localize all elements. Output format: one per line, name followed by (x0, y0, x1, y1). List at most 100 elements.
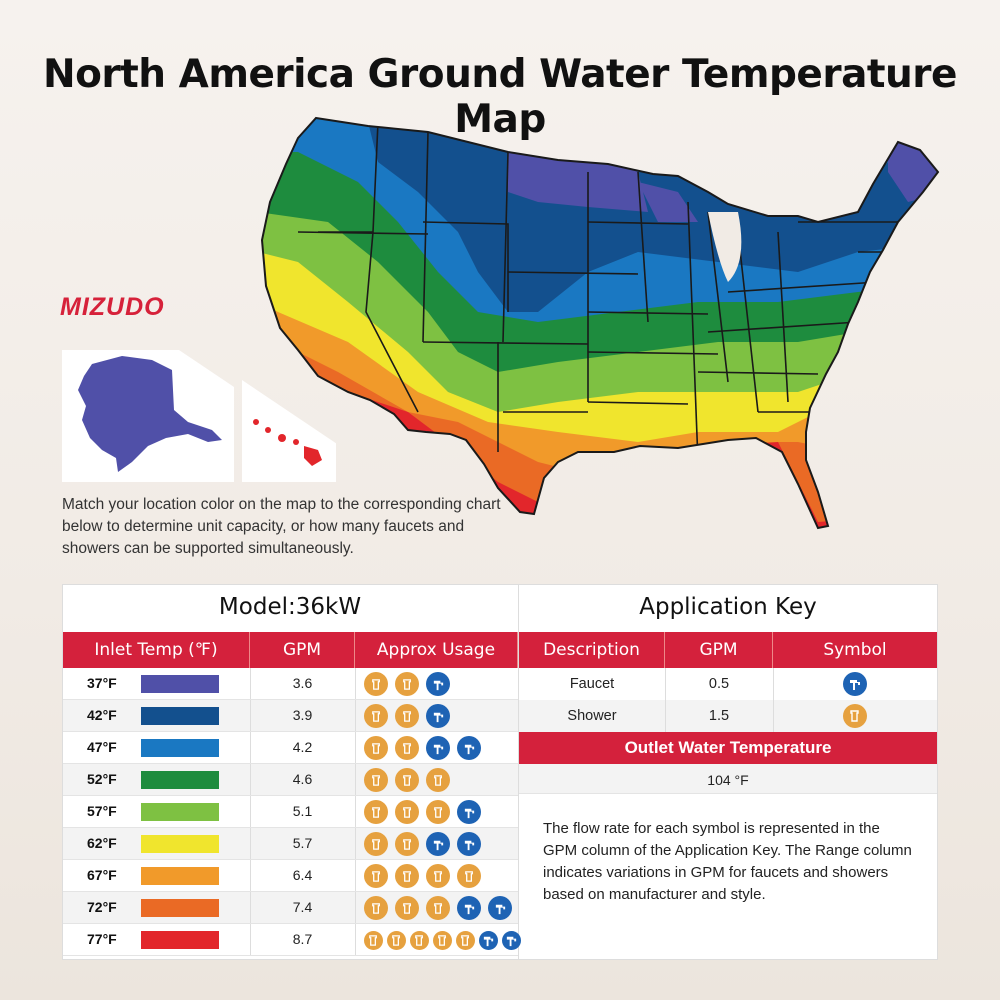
key-row-shower: Shower 1.5 (519, 700, 937, 732)
key-gpm: 0.5 (708, 676, 730, 692)
approx-usage-icons (364, 832, 481, 856)
approx-usage-icons (364, 896, 512, 920)
inlet-temp-label: 72°F (87, 899, 117, 915)
table-row: 42°F 3.9 (63, 700, 518, 732)
shower-icon (457, 864, 481, 888)
temp-color-swatch (141, 803, 219, 821)
temp-color-swatch (141, 867, 219, 885)
gpm-value: 5.7 (292, 835, 313, 851)
shower-icon (426, 864, 450, 888)
flow-rate-note: The flow rate for each symbol is represe… (543, 820, 912, 903)
brand-logo: MIZUDO (60, 293, 165, 321)
faucet-icon (457, 736, 481, 760)
table-row: 57°F 5.1 (63, 796, 518, 828)
great-lakes (708, 212, 742, 282)
gpm-value: 6.4 (292, 867, 313, 883)
gpm-value: 3.6 (292, 675, 313, 691)
inlet-temp-label: 62°F (87, 835, 117, 851)
inlet-temp-label: 47°F (87, 739, 117, 755)
hawaii-map (253, 419, 322, 466)
table-row: 47°F 4.2 (63, 732, 518, 764)
panel-divider (518, 584, 519, 960)
shower-icon (395, 800, 419, 824)
alaska-shape (78, 356, 222, 472)
temp-color-swatch (141, 771, 219, 789)
us-temperature-map (258, 112, 948, 532)
shower-icon (364, 896, 388, 920)
header-gpm: GPM (250, 632, 355, 668)
gpm-value: 5.1 (292, 803, 313, 819)
shower-icon (364, 704, 388, 728)
approx-usage-icons (364, 768, 450, 792)
outlet-temperature-header: Outlet Water Temperature (519, 732, 937, 764)
shower-icon (364, 672, 388, 696)
key-description: Faucet (569, 676, 615, 692)
shower-icon (426, 800, 450, 824)
shower-icon (843, 704, 867, 728)
band-37 (508, 132, 938, 222)
alaska-inset (62, 350, 234, 482)
header-approx-usage: Approx Usage (355, 632, 518, 668)
temp-color-swatch (141, 739, 219, 757)
faucet-icon (426, 832, 450, 856)
intro-text: Match your location color on the map to … (62, 496, 501, 557)
faucet-icon (426, 704, 450, 728)
inlet-temp-label: 57°F (87, 803, 117, 819)
temp-color-swatch (141, 675, 219, 693)
temp-color-swatch (141, 931, 219, 949)
alaska-map (78, 356, 222, 472)
shower-icon (364, 930, 383, 950)
header-symbol: Symbol (773, 632, 937, 668)
model-title: Model:36kW (218, 594, 362, 620)
gpm-value: 3.9 (292, 707, 313, 723)
header-description: Description (519, 632, 665, 668)
header-key-gpm: GPM (665, 632, 773, 668)
temp-color-swatch (141, 707, 219, 725)
faucet-icon (843, 672, 867, 696)
shower-icon (410, 930, 429, 950)
approx-usage-icons (364, 864, 481, 888)
shower-icon (364, 736, 388, 760)
inlet-temp-label: 67°F (87, 867, 117, 883)
shower-icon (395, 736, 419, 760)
application-key-title: Application Key (639, 594, 817, 620)
approx-usage-icons (364, 800, 481, 824)
shower-icon (364, 832, 388, 856)
faucet-icon (488, 896, 512, 920)
shower-icon (364, 864, 388, 888)
temp-color-swatch (141, 835, 219, 853)
us-outline (260, 116, 940, 530)
approx-usage-icons (364, 928, 521, 952)
shower-icon (456, 930, 475, 950)
temp-color-swatch (141, 899, 219, 917)
shower-icon (395, 864, 419, 888)
shower-icon (364, 768, 388, 792)
shower-icon (395, 704, 419, 728)
faucet-icon (426, 672, 450, 696)
approx-usage-icons (364, 704, 450, 728)
header-inlet-temp: Inlet Temp (℉) (63, 632, 250, 668)
inlet-temp-label: 52°F (87, 771, 117, 787)
state-borders (297, 121, 918, 463)
approx-usage-icons (364, 672, 450, 696)
faucet-icon (457, 832, 481, 856)
outlet-temperature-value: 104 °F (519, 764, 937, 794)
key-description: Shower (567, 708, 617, 724)
faucet-icon (479, 930, 498, 950)
faucet-icon (457, 800, 481, 824)
faucet-icon (457, 896, 481, 920)
table-row: 67°F 6.4 (63, 860, 518, 892)
table-row: 62°F 5.7 (63, 828, 518, 860)
inlet-temp-label: 37°F (87, 675, 117, 691)
faucet-icon (426, 736, 450, 760)
shower-icon (433, 930, 452, 950)
approx-usage-icons (364, 736, 481, 760)
shower-icon (426, 768, 450, 792)
key-gpm: 1.5 (708, 708, 730, 724)
shower-icon (426, 896, 450, 920)
gpm-value: 4.6 (292, 771, 313, 787)
key-row-faucet: Faucet 0.5 (519, 668, 937, 700)
shower-icon (395, 672, 419, 696)
gpm-value: 8.7 (292, 931, 313, 947)
gpm-value: 7.4 (292, 899, 313, 915)
